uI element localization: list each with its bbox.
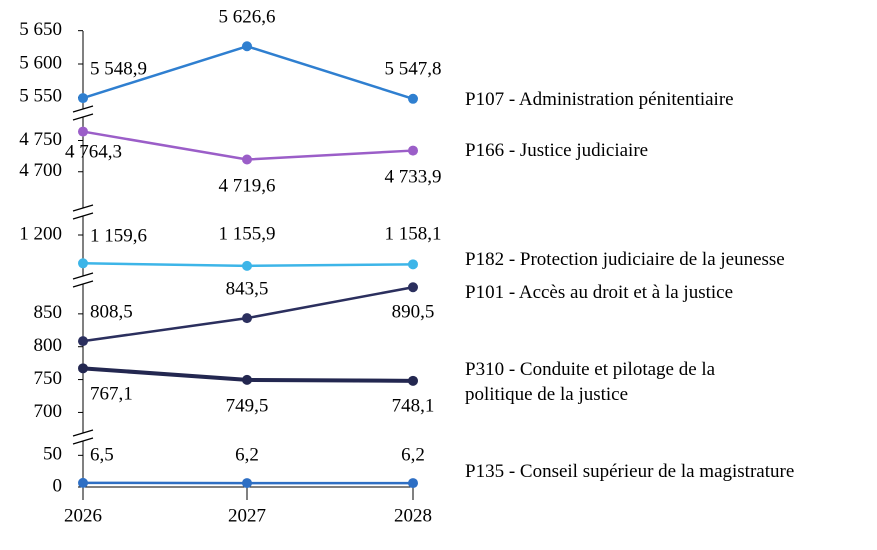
value-label: 890,5 bbox=[392, 301, 435, 322]
series-label: P101 - Accès au droit et à la justice bbox=[465, 282, 734, 303]
data-point bbox=[408, 478, 418, 489]
value-label: 6,2 bbox=[235, 444, 259, 465]
axis-break-gap bbox=[79, 208, 87, 216]
x-tick-label: 2028 bbox=[394, 505, 432, 526]
axis-break bbox=[72, 105, 94, 113]
x-tick-label: 2026 bbox=[64, 505, 102, 526]
axis-break bbox=[72, 204, 94, 212]
data-point bbox=[408, 375, 418, 386]
value-label: 6,5 bbox=[90, 444, 114, 465]
value-label: 748,1 bbox=[392, 395, 435, 416]
value-label: 808,5 bbox=[90, 301, 133, 322]
y-tick-label: 700 bbox=[34, 401, 63, 422]
data-point bbox=[78, 93, 88, 104]
series-label: P135 - Conseil supérieur de la magistrat… bbox=[465, 461, 795, 482]
y-tick-label: 800 bbox=[34, 335, 63, 356]
value-label: 1 159,6 bbox=[90, 225, 147, 246]
data-point bbox=[242, 374, 252, 385]
data-point bbox=[242, 41, 252, 52]
data-point bbox=[242, 154, 252, 165]
data-point bbox=[78, 363, 88, 374]
axis-break bbox=[72, 212, 94, 220]
axis-break bbox=[72, 280, 94, 288]
value-label: 6,2 bbox=[401, 444, 425, 465]
data-point bbox=[408, 282, 418, 293]
y-tick-label: 5 550 bbox=[19, 86, 62, 107]
axis-break-gap bbox=[79, 109, 87, 117]
y-tick-label: 5 600 bbox=[19, 52, 62, 73]
y-tick-label: 4 750 bbox=[19, 129, 62, 150]
y-tick-label: 1 200 bbox=[19, 223, 62, 244]
value-label: 5 547,8 bbox=[385, 58, 442, 79]
y-tick-label: 50 bbox=[43, 444, 62, 465]
axis-break-gap bbox=[79, 276, 87, 284]
x-tick-label: 2027 bbox=[228, 505, 266, 526]
y-tick-label: 750 bbox=[34, 368, 63, 389]
data-point bbox=[242, 260, 252, 271]
value-label: 4 733,9 bbox=[385, 166, 442, 187]
data-point bbox=[78, 126, 88, 137]
data-point bbox=[78, 336, 88, 347]
y-tick-label: 4 700 bbox=[19, 160, 62, 181]
data-point bbox=[408, 93, 418, 104]
value-label: 5 626,6 bbox=[219, 6, 276, 27]
series-label: P166 - Justice judiciaire bbox=[465, 140, 649, 161]
data-point bbox=[242, 478, 252, 489]
data-point bbox=[408, 145, 418, 156]
series-label: P310 - Conduite et pilotage de la politi… bbox=[465, 359, 716, 405]
data-point bbox=[242, 313, 252, 324]
axis-break bbox=[72, 429, 94, 437]
value-label: 843,5 bbox=[226, 278, 269, 299]
y-tick-label: 850 bbox=[34, 302, 63, 323]
y-tick-label: 5 650 bbox=[19, 19, 62, 40]
axis-break-gap bbox=[79, 433, 87, 441]
value-label: 767,1 bbox=[90, 383, 133, 404]
data-point bbox=[408, 259, 418, 270]
value-label: 4 719,6 bbox=[219, 175, 276, 196]
axis-break bbox=[72, 437, 94, 445]
series-label: P182 - Protection judiciaire de la jeune… bbox=[465, 249, 785, 270]
value-label: 4 764,3 bbox=[65, 141, 122, 162]
value-label: 1 158,1 bbox=[385, 223, 442, 244]
data-point bbox=[78, 258, 88, 269]
value-label: 5 548,9 bbox=[90, 58, 147, 79]
data-point bbox=[78, 477, 88, 488]
axis-break bbox=[72, 272, 94, 280]
value-label: 749,5 bbox=[226, 395, 269, 416]
y-tick-label: 0 bbox=[53, 475, 63, 496]
axis-break bbox=[72, 113, 94, 121]
series-label: P107 - Administration pénitentiaire bbox=[465, 89, 734, 110]
value-label: 1 155,9 bbox=[219, 223, 276, 244]
